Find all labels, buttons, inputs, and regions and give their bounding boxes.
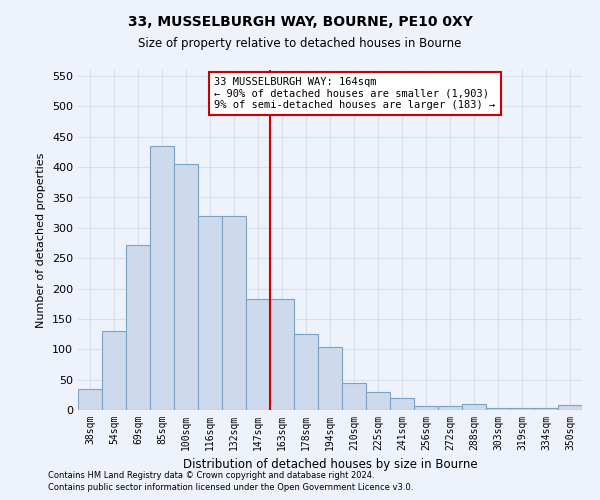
Bar <box>438 406 462 410</box>
Bar <box>174 164 198 410</box>
Bar <box>294 334 318 410</box>
Text: 33 MUSSELBURGH WAY: 164sqm
← 90% of detached houses are smaller (1,903)
9% of se: 33 MUSSELBURGH WAY: 164sqm ← 90% of deta… <box>214 77 496 110</box>
Bar <box>318 348 342 410</box>
Bar <box>462 404 486 410</box>
Text: 33, MUSSELBURGH WAY, BOURNE, PE10 0XY: 33, MUSSELBURGH WAY, BOURNE, PE10 0XY <box>128 15 472 29</box>
Bar <box>150 146 174 410</box>
Bar <box>126 245 150 410</box>
Text: Contains public sector information licensed under the Open Government Licence v3: Contains public sector information licen… <box>48 484 413 492</box>
Bar <box>102 331 126 410</box>
Text: Contains HM Land Registry data © Crown copyright and database right 2024.: Contains HM Land Registry data © Crown c… <box>48 471 374 480</box>
Bar <box>558 405 582 410</box>
Bar <box>486 408 510 410</box>
Bar <box>342 384 366 410</box>
Bar <box>366 392 390 410</box>
Bar <box>510 408 534 410</box>
Bar <box>246 299 270 410</box>
Bar <box>270 299 294 410</box>
Bar <box>78 389 102 410</box>
Bar <box>198 216 222 410</box>
Bar <box>414 406 438 410</box>
X-axis label: Distribution of detached houses by size in Bourne: Distribution of detached houses by size … <box>182 458 478 471</box>
Bar <box>222 216 246 410</box>
Y-axis label: Number of detached properties: Number of detached properties <box>37 152 46 328</box>
Bar <box>390 398 414 410</box>
Text: Size of property relative to detached houses in Bourne: Size of property relative to detached ho… <box>139 38 461 51</box>
Bar <box>534 408 558 410</box>
